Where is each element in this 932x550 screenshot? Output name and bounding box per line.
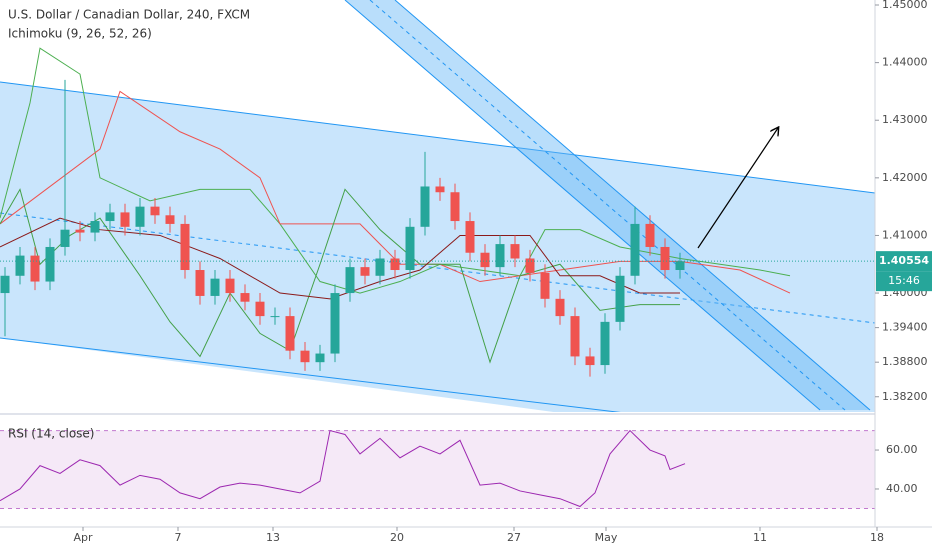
candle-body: [225, 278, 235, 294]
candle-body: [330, 293, 340, 354]
y-tick-label: 1.42000: [882, 171, 928, 184]
candle-body: [285, 316, 295, 351]
y-tick-label: 1.38800: [882, 355, 928, 368]
x-tick-label: 20: [390, 531, 404, 544]
main-pane: [0, 47, 875, 377]
x-tick-label: May: [595, 531, 618, 544]
rsi-label: RSI (14, close): [8, 427, 94, 441]
indicator-line: [0, 47, 791, 294]
indicator-line: [0, 188, 680, 364]
candle-body: [420, 186, 430, 227]
candle-body: [525, 258, 535, 273]
candle-body: [255, 301, 265, 317]
candle-body: [555, 298, 565, 317]
arrow: [697, 128, 778, 249]
channel2-upper: [344, 0, 821, 411]
candle-body: [210, 278, 220, 296]
candle-body: [375, 258, 385, 276]
candle-body: [675, 261, 685, 271]
channel2-mid: [369, 0, 846, 411]
candle-body: [570, 316, 580, 357]
channel-upper: [0, 81, 875, 194]
candle-body: [150, 206, 160, 216]
candle-body: [435, 186, 445, 193]
candle-body: [30, 255, 40, 282]
candle-body: [345, 267, 355, 294]
y-tick-label: 1.41000: [882, 228, 928, 241]
candle-body: [630, 223, 640, 276]
candle-body: [315, 353, 325, 363]
countdown-label: 15:46: [888, 274, 920, 287]
last-price-label: 1.40554: [879, 254, 929, 267]
candle-body: [300, 350, 310, 363]
candle-body: [615, 275, 625, 322]
x-tick-label: Apr: [73, 531, 93, 544]
candle-body: [45, 246, 55, 282]
channel-mid: [0, 212, 875, 324]
candle-body: [660, 246, 670, 271]
candle-body: [120, 212, 130, 227]
candle-body: [105, 212, 115, 222]
candle-body: [450, 192, 460, 222]
channel-fill: [0, 82, 875, 412]
rsi-band: [0, 430, 875, 509]
y-tick-label: 1.38200: [882, 390, 928, 403]
candle-body: [195, 270, 205, 296]
rsi-y-tick-label: 60.00: [886, 443, 918, 456]
candle-body: [90, 221, 100, 233]
y-tick-label: 1.43000: [882, 113, 928, 126]
last-price-tag: [876, 251, 932, 272]
y-tick-label: 1.39400: [882, 321, 928, 334]
candle-body: [135, 206, 145, 227]
candle-body: [585, 356, 595, 366]
channel-lower: [0, 337, 621, 412]
candle-body: [180, 223, 190, 271]
candle-body: [480, 252, 490, 268]
rsi-y-tick-label: 40.00: [886, 482, 918, 495]
candle-body: [60, 229, 70, 247]
candle-body: [240, 293, 250, 302]
candle-body: [75, 229, 85, 233]
rsi-line: [0, 429, 686, 508]
candle-body: [600, 321, 610, 366]
candle-body: [390, 258, 400, 271]
candle-body: [0, 275, 10, 294]
axes: 1.450001.440001.430001.420001.410001.400…: [73, 0, 932, 544]
candle-body: [540, 272, 550, 299]
candle-body: [15, 255, 25, 276]
candle-body: [360, 267, 370, 276]
x-tick-label: 27: [507, 531, 521, 544]
channel2-lower: [394, 0, 871, 411]
candle-body: [495, 244, 505, 268]
x-tick-label: 7: [175, 531, 182, 544]
drawings: [0, 0, 875, 412]
chart-title: U.S. Dollar / Canadian Dollar, 240, FXCM: [8, 8, 250, 22]
x-tick-label: 13: [266, 531, 280, 544]
pane-separator: [0, 413, 875, 415]
candle-body: [465, 221, 475, 253]
candle-body: [405, 226, 415, 271]
rsi-pane: [0, 429, 875, 509]
y-tick-label: 1.45000: [882, 0, 928, 11]
candle-body: [165, 215, 175, 224]
y-tick-label: 1.44000: [882, 56, 928, 69]
indicator-label: Ichimoku (9, 26, 52, 26): [8, 27, 152, 41]
x-tick-label: 18: [870, 531, 884, 544]
candle-body: [270, 316, 280, 318]
x-tick-label: 11: [753, 531, 767, 544]
candle-body: [510, 244, 520, 259]
countdown-tag: [876, 271, 932, 292]
candle-body: [645, 223, 655, 247]
